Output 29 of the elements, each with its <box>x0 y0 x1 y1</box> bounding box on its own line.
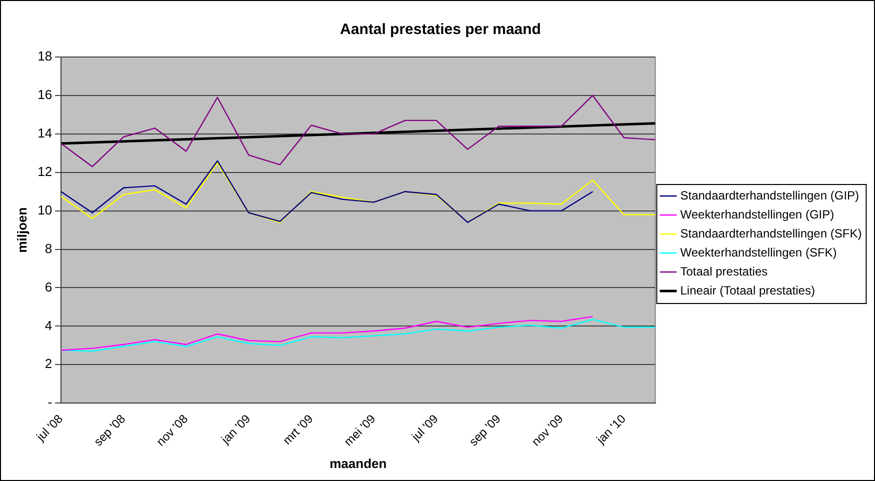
y-axis-title: miljoen <box>14 207 30 253</box>
y-tick-label: 18 <box>38 48 52 64</box>
y-tick-label: 6 <box>44 279 52 294</box>
x-tick-label: jul '09 <box>408 412 442 444</box>
y-tick-label: 8 <box>44 240 52 256</box>
legend-label: Standaardterhandstellingen (GIP) <box>680 188 860 202</box>
y-tick-label: 14 <box>38 125 52 140</box>
y-tick-label: 12 <box>38 164 52 179</box>
legend-label: Weekterhandstellingen (SFK) <box>680 245 837 260</box>
x-tick-label: jan '10 <box>593 412 629 448</box>
x-tick-label: mei '09 <box>341 412 378 449</box>
x-tick-label: jan '09 <box>218 412 254 448</box>
x-tick-label: jul '08 <box>33 412 66 444</box>
x-tick-label: mrt '09 <box>280 412 316 448</box>
x-tick-label: nov '08 <box>154 412 191 449</box>
y-tick-label: - <box>48 394 52 410</box>
y-tick-label: 10 <box>38 202 52 218</box>
legend-label: Weekterhandstellingen (GIP) <box>680 207 834 222</box>
y-tick-label: 4 <box>44 318 52 333</box>
legend-label: Lineair (Totaal prestaties) <box>680 283 815 298</box>
x-tick-label: sep '09 <box>466 412 504 449</box>
y-tick-label: 16 <box>38 87 52 102</box>
legend-label: Totaal prestaties <box>680 264 768 278</box>
x-tick-label: sep '08 <box>91 412 128 449</box>
legend-label: Standaardterhandstellingen (SFK) <box>680 226 862 240</box>
x-axis-title: maanden <box>330 456 387 471</box>
chart-title: Aantal prestaties per maand <box>340 21 541 38</box>
x-tick-label: nov '09 <box>528 412 566 449</box>
y-tick-label: 2 <box>44 356 52 372</box>
